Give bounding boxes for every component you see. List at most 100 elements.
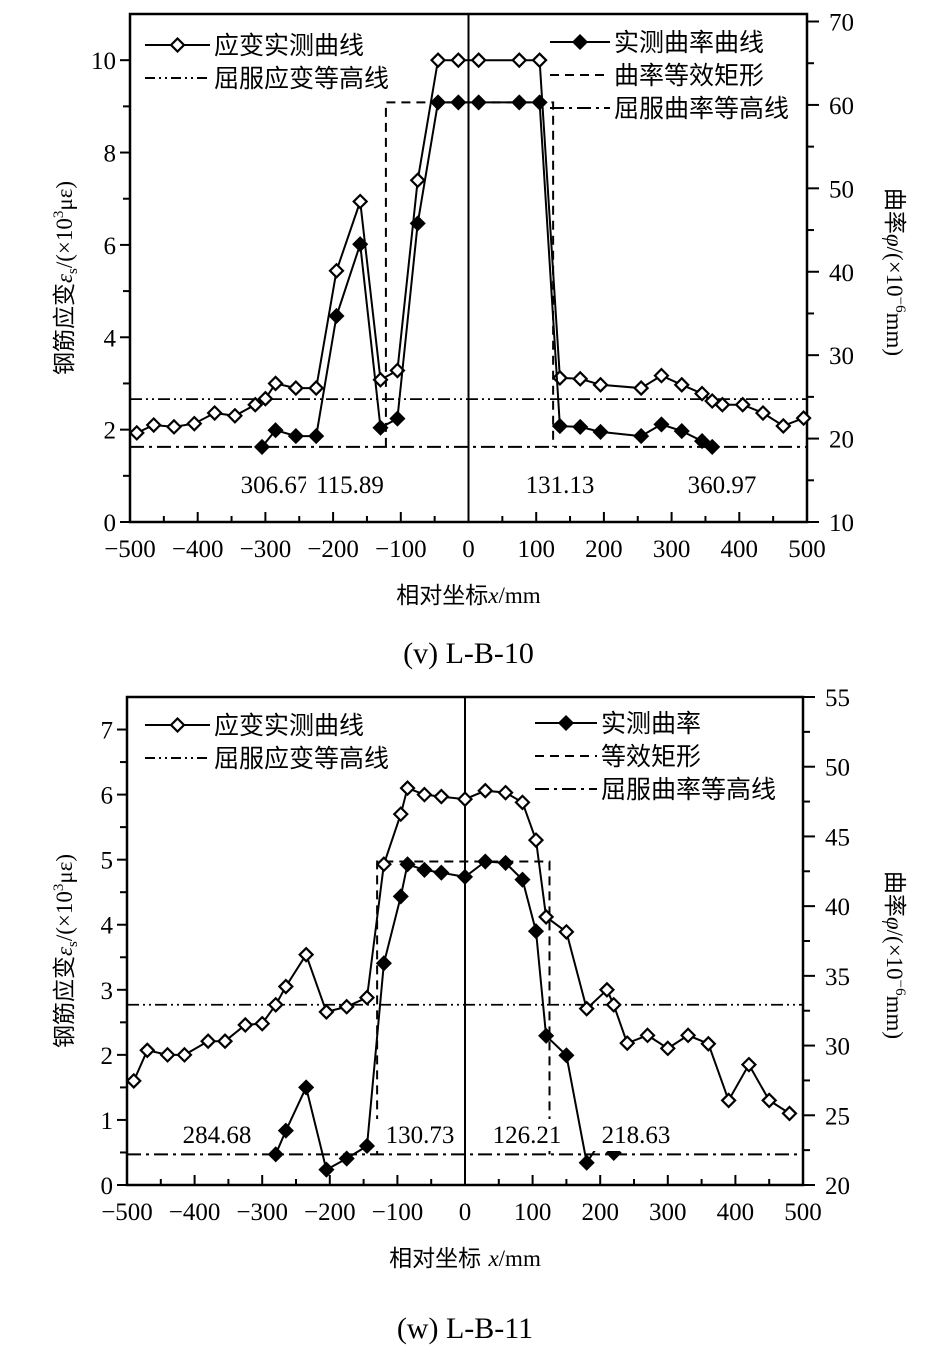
curvature-data-point	[592, 423, 609, 440]
length-annotation: 126.21	[493, 1122, 562, 1149]
legend-label: 应变实测曲线	[214, 711, 364, 740]
length-annotation: 284.68	[183, 1122, 252, 1149]
legend-item: 等效矩形	[535, 742, 701, 771]
strain-data-point	[605, 996, 622, 1013]
strain-data-point	[673, 376, 690, 393]
y2-tick-label: 30	[825, 1034, 850, 1061]
curvature-series-line	[261, 101, 713, 448]
strain-data-point	[416, 786, 433, 803]
equivalent-rectangle	[376, 860, 551, 1155]
strain-data-point	[318, 1003, 335, 1020]
x-tick-label: −400	[169, 1199, 221, 1226]
strain-data-point	[511, 52, 528, 69]
strain-data-point	[375, 856, 392, 873]
strain-data-point	[639, 1027, 656, 1044]
length-annotation: 130.73	[386, 1122, 455, 1149]
annotation-bg	[516, 469, 604, 501]
legend-marker	[169, 36, 186, 54]
curvature-data-point	[416, 861, 433, 878]
strain-data-point	[159, 1046, 176, 1063]
strain-data-point	[558, 923, 575, 940]
x-tick-label: 0	[462, 536, 475, 563]
strain-data-point	[754, 404, 772, 422]
strain-data-point	[328, 262, 345, 279]
strain-data-point	[497, 784, 514, 801]
legend-label: 实测曲率	[601, 709, 701, 738]
strain-data-point	[514, 794, 531, 811]
curvature-data-point	[328, 307, 345, 325]
legend-item: 屈服曲率等高线	[550, 94, 789, 123]
strain-data-point	[538, 908, 555, 925]
x-axis-title-unit: /mm	[499, 583, 541, 608]
y2-axis-title: 曲率φ/(×10−6mm)	[881, 188, 908, 356]
y2-axis-title-mid: /(×10	[882, 930, 907, 980]
legend-marker	[557, 714, 575, 732]
curvature-data-point	[267, 1146, 284, 1163]
legend-item: 应变实测曲线	[145, 711, 364, 740]
strain-data-point	[531, 52, 548, 69]
legend-label: 屈服应变等高线	[214, 64, 389, 93]
curvature-data-point	[673, 423, 690, 440]
x-tick-label: 100	[517, 536, 555, 563]
curvature-data-point	[511, 94, 528, 111]
x-tick-label: −300	[240, 536, 292, 563]
strain-data-point	[700, 1035, 717, 1052]
strain-data-point	[572, 370, 589, 387]
x-axis-title: 相对坐标 x/mm	[389, 1246, 541, 1272]
y2-tick-label: 10	[829, 510, 854, 537]
y-tick-label: 2	[104, 418, 117, 445]
strain-data-point	[338, 998, 355, 1015]
y2-axis-title: 曲率φ/(×10−6mm)	[881, 871, 908, 1039]
strain-data-point	[125, 1072, 142, 1089]
strain-data-point	[429, 52, 447, 69]
y2-tick-label: 20	[829, 427, 854, 454]
strain-data-point	[775, 417, 792, 434]
legend-label: 等效矩形	[601, 742, 701, 771]
curvature-data-point	[538, 1027, 555, 1044]
strain-data-point	[352, 193, 369, 210]
strain-data-point	[619, 1035, 636, 1052]
curvature-data-point	[633, 428, 650, 445]
legend-marker	[169, 716, 186, 734]
length-annotation: 115.89	[316, 472, 384, 499]
strain-data-point	[267, 996, 284, 1013]
curvature-data-point	[470, 94, 487, 111]
y2-tick-label: 20	[825, 1173, 850, 1200]
strain-data-point	[680, 1027, 697, 1044]
annotation-bg	[678, 469, 766, 501]
strain-data-point	[128, 424, 145, 441]
legend-item: 实测曲率曲线	[550, 28, 764, 57]
strain-data-point	[257, 390, 274, 407]
strain-series-line	[132, 786, 791, 1115]
curvature-data-point	[399, 856, 416, 873]
y-tick-label: 8	[104, 141, 117, 168]
curvature-data-point	[694, 433, 711, 450]
strain-data-point	[145, 416, 162, 434]
curvature-data-point	[527, 923, 545, 940]
y2-tick-label: 40	[825, 894, 850, 921]
curvature-data-point	[531, 94, 548, 111]
y-tick-label: 6	[104, 233, 117, 260]
y-tick-label: 0	[104, 510, 117, 537]
x-tick-label: 0	[459, 1199, 472, 1226]
annotation-bg	[376, 1119, 464, 1151]
x-tick-label: 300	[653, 536, 691, 563]
y2-tick-label: 70	[829, 10, 854, 37]
x-tick-label: 300	[649, 1199, 687, 1226]
strain-data-point	[740, 1056, 757, 1073]
curvature-data-point	[338, 1150, 355, 1167]
curvature-data-point	[558, 1047, 575, 1064]
curvature-data-point	[433, 864, 450, 881]
strain-data-point	[399, 780, 416, 797]
strain-data-point	[298, 946, 315, 963]
length-annotation: 360.97	[688, 472, 757, 499]
strain-data-point	[287, 380, 304, 397]
y2-tick-label: 45	[825, 824, 850, 851]
equivalent-rectangle	[384, 101, 555, 447]
y-axis-title-sub: s	[65, 268, 81, 274]
x-tick-label: −100	[375, 536, 427, 563]
strain-data-point	[598, 981, 616, 998]
strain-data-point	[392, 806, 409, 823]
x-tick-label: 100	[514, 1199, 552, 1226]
